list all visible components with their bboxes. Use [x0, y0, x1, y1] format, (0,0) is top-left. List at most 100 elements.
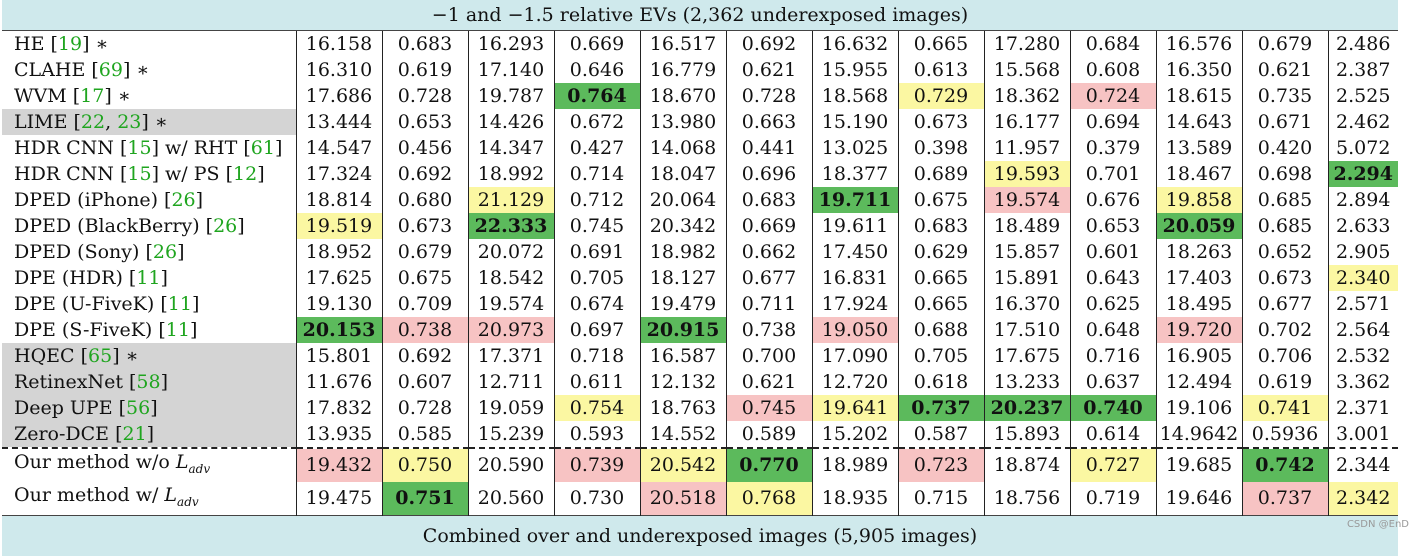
metric-cell: 0.653: [381, 109, 468, 135]
metric-cell: 16.576: [1155, 30, 1242, 57]
metric-cell: 18.127: [639, 265, 726, 291]
method-name: DPED (BlackBerry) [26]: [14, 215, 245, 237]
metric-cell: 18.763: [639, 395, 726, 421]
metric-cell: 12.711: [467, 369, 554, 395]
metric-cell: 0.705: [553, 265, 640, 291]
metric-cell: 12.132: [639, 369, 726, 395]
metric-cell: 16.632: [811, 30, 898, 57]
metric-cell: 0.728: [725, 83, 812, 109]
metric-cell: 0.456: [381, 135, 468, 161]
metric-cell: 18.542: [467, 265, 554, 291]
metric-cell: 18.489: [983, 213, 1070, 239]
metric-cell: 20.059: [1155, 213, 1242, 239]
metric-cell: 0.711: [725, 291, 812, 317]
method-name: DPE (HDR) [11]: [14, 267, 168, 289]
metric-cell: 0.694: [1069, 109, 1156, 135]
metric-cell: 0.714: [553, 161, 640, 187]
citation[interactable]: [11]: [122, 267, 168, 289]
metric-cell: 0.675: [381, 265, 468, 291]
metric-cell: 0.683: [897, 213, 984, 239]
metric-cell: 0.619: [1241, 369, 1328, 395]
metric-cell: 15.190: [811, 109, 898, 135]
metric-cell: 0.716: [1069, 343, 1156, 369]
metric-cell: 18.615: [1155, 83, 1242, 109]
metric-cell: 0.587: [897, 421, 984, 448]
metric-cell: 19.475: [295, 481, 382, 516]
metric-cell: 0.740: [1069, 395, 1156, 421]
metric-cell: 0.652: [1241, 239, 1328, 265]
metric-cell: 0.751: [381, 481, 468, 516]
metric-cell: 20.064: [639, 187, 726, 213]
metric-cell: 0.705: [897, 343, 984, 369]
metric-cell: 0.585: [381, 421, 468, 448]
citation[interactable]: [15]: [113, 137, 159, 159]
citation[interactable]: [69]: [85, 59, 131, 81]
metric-cell: 13.025: [811, 135, 898, 161]
citation[interactable]: [58]: [122, 371, 169, 393]
citation[interactable]: [22, 23]: [67, 111, 149, 133]
metric-cell: 0.728: [381, 395, 468, 421]
metric-cell: 18.935: [811, 481, 898, 516]
metric-cell: 0.745: [553, 213, 640, 239]
metric-cell: 19.593: [983, 161, 1070, 187]
metric-cell: 14.9642: [1155, 421, 1242, 448]
metric-cell: 0.672: [553, 109, 640, 135]
citation[interactable]: [65]: [74, 345, 120, 367]
metric-cell: 0.601: [1069, 239, 1156, 265]
citation[interactable]: [56]: [112, 397, 158, 419]
metric-cell: 15.801: [295, 343, 382, 369]
citation[interactable]: [21]: [109, 423, 155, 445]
citation[interactable]: [12]: [219, 163, 265, 185]
metric-cell: 0.618: [897, 369, 984, 395]
citation[interactable]: [26]: [158, 189, 204, 211]
metric-cell: 0.719: [1069, 481, 1156, 516]
metric-cell: 19.106: [1155, 395, 1242, 421]
method-name: WVM [17] ∗: [14, 85, 131, 107]
method-name: HQEC [65] ∗: [2, 343, 296, 369]
metric-cell: 0.673: [381, 213, 468, 239]
metric-cell: 0.718: [553, 343, 640, 369]
metric-cell: 18.377: [811, 161, 898, 187]
metric-cell: 0.629: [897, 239, 984, 265]
metric-cell: 0.614: [1069, 421, 1156, 448]
metric-cell: 0.611: [553, 369, 640, 395]
table-row: DPE (HDR) [11] 17.625 0.675 18.542 0.705 18.1…: [2, 265, 1398, 291]
metric-cell: 14.547: [295, 135, 382, 161]
metric-cell: 13.444: [295, 109, 382, 135]
metric-cell: 20.590: [467, 447, 554, 482]
metric-cell: 0.643: [1069, 265, 1156, 291]
metric-cell: 17.371: [467, 343, 554, 369]
metric-cell: 13.980: [639, 109, 726, 135]
metric-cell: 0.379: [1069, 135, 1156, 161]
table-row: HDR CNN [15] w/ RHT [61] 14.547 0.456 14.34…: [2, 135, 1398, 161]
metric-cell: 0.621: [1241, 57, 1328, 83]
citation[interactable]: [26]: [199, 215, 245, 237]
metric-cell: 17.625: [295, 265, 382, 291]
citation[interactable]: [15]: [113, 163, 159, 185]
citation[interactable]: [61]: [237, 137, 283, 159]
citation[interactable]: [26]: [139, 241, 185, 263]
metric-cell: 20.542: [639, 447, 726, 482]
metric-cell: 0.675: [897, 187, 984, 213]
citation[interactable]: [11]: [154, 293, 200, 315]
metric-cell: 0.625: [1069, 291, 1156, 317]
citation[interactable]: [11]: [152, 319, 198, 341]
metric-cell: 0.698: [1241, 161, 1328, 187]
metric-cell: 0.754: [553, 395, 640, 421]
table-row: WVM [17] ∗ 17.686 0.728 19.787 0.764 18.670 0.…: [2, 83, 1398, 109]
metric-cell: 2.462: [1327, 109, 1398, 135]
metric-cell: 0.589: [725, 421, 812, 448]
metric-cell: 20.153: [295, 317, 382, 343]
metric-cell: 19.432: [295, 447, 382, 482]
metric-cell: 0.768: [725, 481, 812, 516]
citation[interactable]: [19]: [44, 33, 90, 55]
metric-cell: 0.738: [381, 317, 468, 343]
metric-cell: 2.344: [1327, 447, 1398, 482]
metric-cell: 0.715: [897, 481, 984, 516]
metric-cell: 16.587: [639, 343, 726, 369]
citation[interactable]: [17]: [66, 85, 112, 107]
metric-cell: 15.955: [811, 57, 898, 83]
metric-cell: 16.293: [467, 30, 554, 57]
metric-cell: 0.696: [725, 161, 812, 187]
